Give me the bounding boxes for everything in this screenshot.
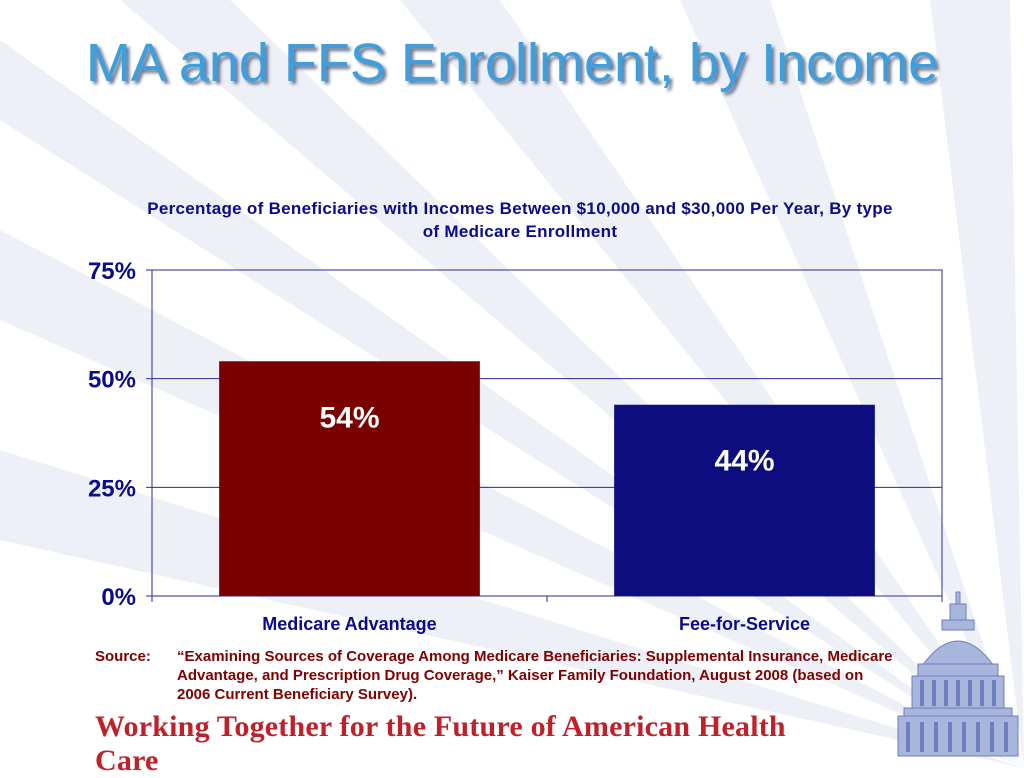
capitol-dome-icon: [897, 591, 1019, 757]
chart-title: Percentage of Beneficiaries with Incomes…: [147, 199, 893, 241]
source-label: Source:: [95, 648, 151, 665]
source-note: Source: “Examining Sources of Coverage A…: [95, 647, 895, 704]
source-citation: “Examining Sources of Coverage Among Med…: [177, 648, 893, 703]
y-tick-label: 50%: [88, 367, 136, 394]
bar-data-label: 44%: [714, 445, 774, 478]
slide-title: MA and FFS Enrollment, by Income: [85, 33, 939, 93]
bar: [219, 361, 480, 596]
footer-tagline: Working Together for the Future of Ameri…: [95, 710, 786, 777]
y-tick-label: 25%: [88, 475, 136, 502]
y-tick-label: 75%: [88, 258, 136, 285]
bar-data-label: 54%: [319, 401, 379, 434]
y-tick-label: 0%: [101, 584, 136, 611]
x-category-label: Fee-for-Service: [679, 614, 810, 634]
bar: [614, 404, 875, 596]
x-category-label: Medicare Advantage: [262, 614, 436, 634]
